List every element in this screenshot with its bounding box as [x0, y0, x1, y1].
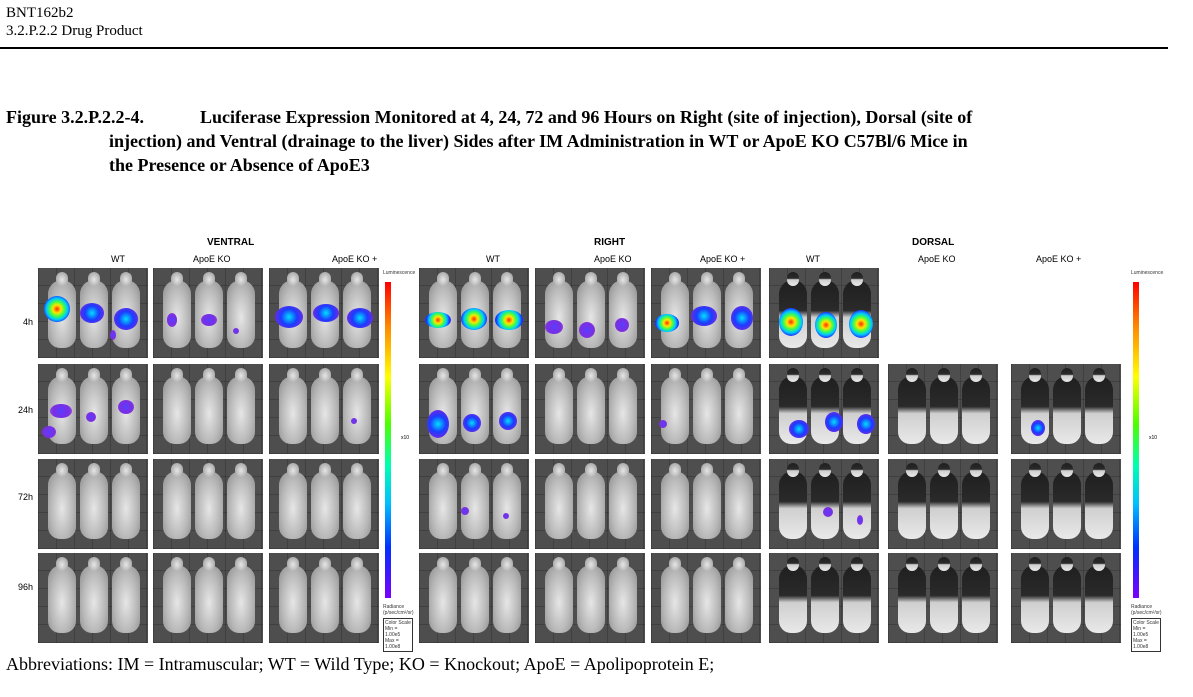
column-label: WT — [111, 254, 125, 264]
color-scale-right: Luminescence x10 Radiance (p/sec/cm²/sr)… — [1131, 270, 1164, 652]
image-panel — [769, 459, 879, 549]
image-panel — [535, 268, 645, 358]
column-label: ApoE KO — [594, 254, 632, 264]
image-panel — [769, 268, 879, 358]
image-panel — [153, 459, 263, 549]
document-header: BNT162b2 3.2.P.2.2 Drug Product — [6, 4, 143, 40]
color-gradient-bar — [385, 282, 391, 598]
row-label: 24h — [17, 405, 33, 415]
scale-range-box: Color Scale Min = 1.00e5 Max = 1.00e8 — [1131, 618, 1161, 652]
image-panel — [651, 553, 761, 643]
scale-multiplier: x10 — [1149, 435, 1158, 441]
image-panel — [38, 553, 148, 643]
section-dorsal: DORSAL — [912, 237, 955, 248]
column-label: ApoE KO — [918, 254, 956, 264]
image-panel — [153, 268, 263, 358]
image-panel — [769, 553, 879, 643]
image-panel — [419, 459, 529, 549]
image-panel — [269, 553, 379, 643]
image-panel — [153, 364, 263, 454]
image-panel — [269, 364, 379, 454]
section-right: RIGHT — [594, 237, 626, 248]
image-panel — [651, 268, 761, 358]
image-panel — [269, 268, 379, 358]
scale-range-box: Color Scale Min = 1.00e5 Max = 1.00e8 — [383, 618, 413, 652]
row-label: 4h — [22, 317, 33, 327]
image-panel — [153, 553, 263, 643]
image-panel — [1011, 364, 1121, 454]
section-title: 3.2.P.2.2 Drug Product — [6, 23, 143, 39]
scale-title: Luminescence — [383, 270, 416, 276]
scale-max: Max = 1.00e8 — [1133, 638, 1149, 650]
color-gradient-bar — [1133, 282, 1139, 598]
scale-multiplier: x10 — [401, 435, 410, 441]
image-panel — [888, 459, 998, 549]
scale-units: Radiance (p/sec/cm²/sr) — [1131, 604, 1162, 616]
image-panel — [535, 553, 645, 643]
image-panel — [419, 553, 529, 643]
column-label: ApoE KO — [193, 254, 231, 264]
scale-min: Min = 1.00e5 — [1133, 626, 1149, 638]
row-label: 72h — [17, 492, 33, 502]
image-panel — [888, 364, 998, 454]
image-panel — [38, 364, 148, 454]
scale-max: Max = 1.00e8 — [385, 638, 401, 650]
caption-line-3: the Presence or Absence of ApoE3 — [109, 155, 370, 175]
image-panel — [1011, 459, 1121, 549]
color-scale-left: Luminescence x10 Radiance (p/sec/cm²/sr)… — [383, 270, 416, 652]
image-panel — [419, 268, 529, 358]
image-panel — [769, 364, 879, 454]
image-panel — [38, 268, 148, 358]
scale-box-title: Color Scale — [1133, 620, 1159, 626]
caption-line-2: injection) and Ventral (drainage to the … — [109, 131, 968, 151]
image-panel — [535, 459, 645, 549]
image-panel — [651, 459, 761, 549]
section-ventral: VENTRAL — [207, 237, 255, 248]
image-panel — [1011, 553, 1121, 643]
column-label: ApoE KO + — [700, 254, 746, 264]
image-panel — [269, 459, 379, 549]
product-name: BNT162b2 — [6, 5, 74, 21]
figure-number: Figure 3.2.P.2.2-4. — [6, 107, 144, 127]
column-label: ApoE KO + — [332, 254, 378, 264]
row-label: 96h — [17, 582, 33, 592]
header-divider — [0, 47, 1168, 49]
column-label: WT — [806, 254, 820, 264]
image-panel — [651, 364, 761, 454]
scale-units: Radiance (p/sec/cm²/sr) — [383, 604, 414, 616]
column-label: ApoE KO + — [1036, 254, 1082, 264]
abbreviations-note: Abbreviations: IM = Intramuscular; WT = … — [6, 654, 715, 674]
image-panel — [888, 553, 998, 643]
scale-box-title: Color Scale — [385, 620, 411, 626]
image-panel — [535, 364, 645, 454]
image-panel — [419, 364, 529, 454]
column-label: WT — [486, 254, 500, 264]
caption-line-1: Luciferase Expression Monitored at 4, 24… — [200, 107, 973, 127]
image-panel — [38, 459, 148, 549]
scale-min: Min = 1.00e5 — [385, 626, 401, 638]
scale-title: Luminescence — [1131, 270, 1164, 276]
